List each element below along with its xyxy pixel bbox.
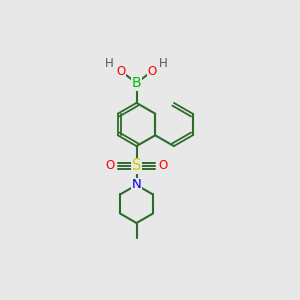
Text: O: O — [105, 160, 115, 172]
Text: H: H — [159, 57, 168, 70]
Text: S: S — [132, 158, 141, 173]
Text: O: O — [147, 64, 157, 78]
Text: O: O — [158, 160, 168, 172]
Text: N: N — [132, 178, 141, 191]
Text: H: H — [105, 57, 114, 70]
Text: B: B — [132, 76, 141, 90]
Text: O: O — [116, 64, 126, 78]
